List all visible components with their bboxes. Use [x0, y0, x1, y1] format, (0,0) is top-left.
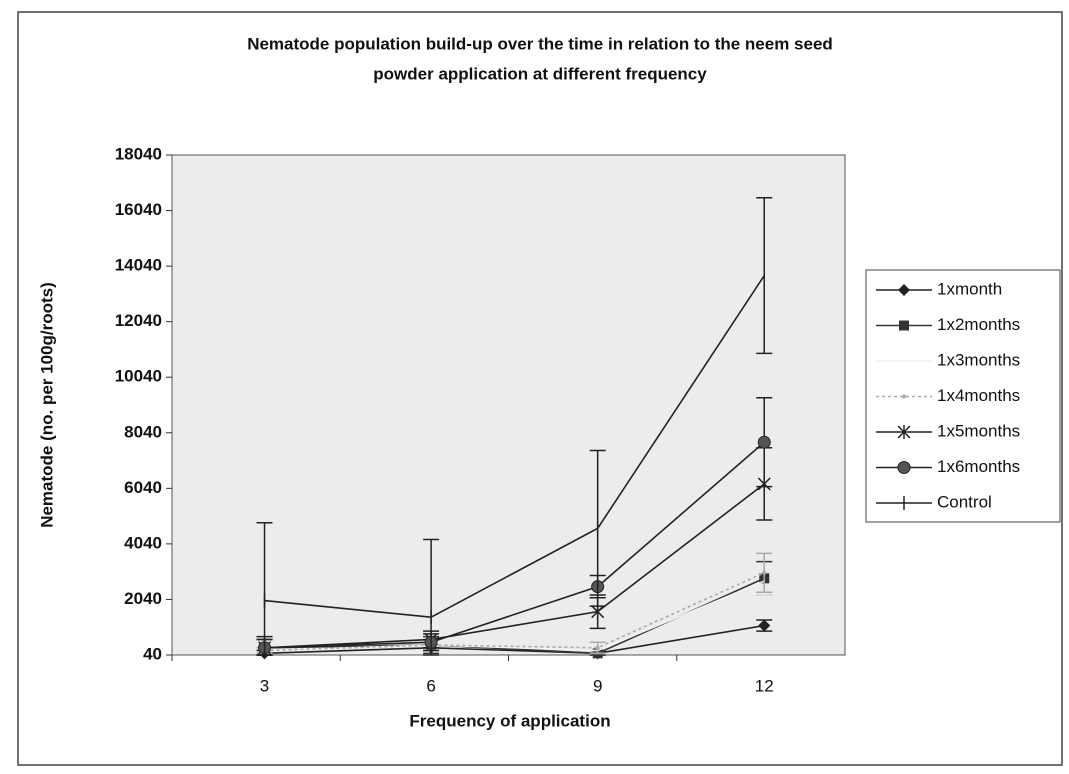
- marker: [595, 645, 600, 650]
- x-tick-label: 12: [755, 676, 774, 695]
- y-tick-label: 14040: [115, 256, 162, 275]
- series-line: [264, 275, 765, 619]
- series-line: [264, 441, 765, 649]
- y-tick-label: 10040: [115, 367, 162, 386]
- series-line: [264, 483, 765, 649]
- legend-label: Control: [937, 492, 992, 511]
- y-tick-label: 12040: [115, 311, 162, 330]
- y-tick-label: 4040: [124, 533, 162, 552]
- legend-label: 1x3months: [937, 350, 1020, 369]
- x-tick-label: 9: [593, 676, 602, 695]
- y-tick-label: 8040: [124, 422, 162, 441]
- marker: [762, 570, 767, 575]
- legend-label: 1x4months: [937, 386, 1020, 405]
- legend-label: 1xmonth: [937, 279, 1002, 298]
- legend: [865, 269, 1061, 523]
- chart-title: powder application at different frequenc…: [373, 64, 707, 83]
- y-tick-label: 40: [143, 644, 162, 663]
- legend-label: 1x6months: [937, 457, 1020, 476]
- marker: [899, 320, 909, 331]
- marker: [897, 425, 911, 439]
- x-tick-label: 6: [426, 676, 435, 695]
- y-axis-title: Nematode (no. per 100g/roots): [37, 282, 56, 528]
- marker: [902, 394, 906, 399]
- legend-label: 1x5months: [937, 421, 1020, 440]
- series-line: [264, 580, 765, 652]
- error-bar: [423, 538, 440, 656]
- marker: [757, 435, 771, 449]
- legend-label: 1x2months: [937, 315, 1020, 334]
- y-tick-label: 18040: [115, 144, 162, 163]
- plot-area: [171, 154, 846, 656]
- series-line: [264, 624, 765, 655]
- marker: [898, 284, 910, 296]
- x-axis-title: Frequency of application: [409, 711, 610, 730]
- chart-title: Nematode population build-up over the ti…: [247, 34, 833, 53]
- y-tick-label: 6040: [124, 478, 162, 497]
- x-tick-label: 3: [260, 676, 269, 695]
- error-bar: [256, 522, 273, 656]
- marker: [591, 604, 605, 619]
- y-tick-label: 2040: [124, 589, 162, 608]
- marker: [897, 461, 911, 474]
- marker: [758, 619, 771, 632]
- y-tick-label: 16040: [115, 200, 162, 219]
